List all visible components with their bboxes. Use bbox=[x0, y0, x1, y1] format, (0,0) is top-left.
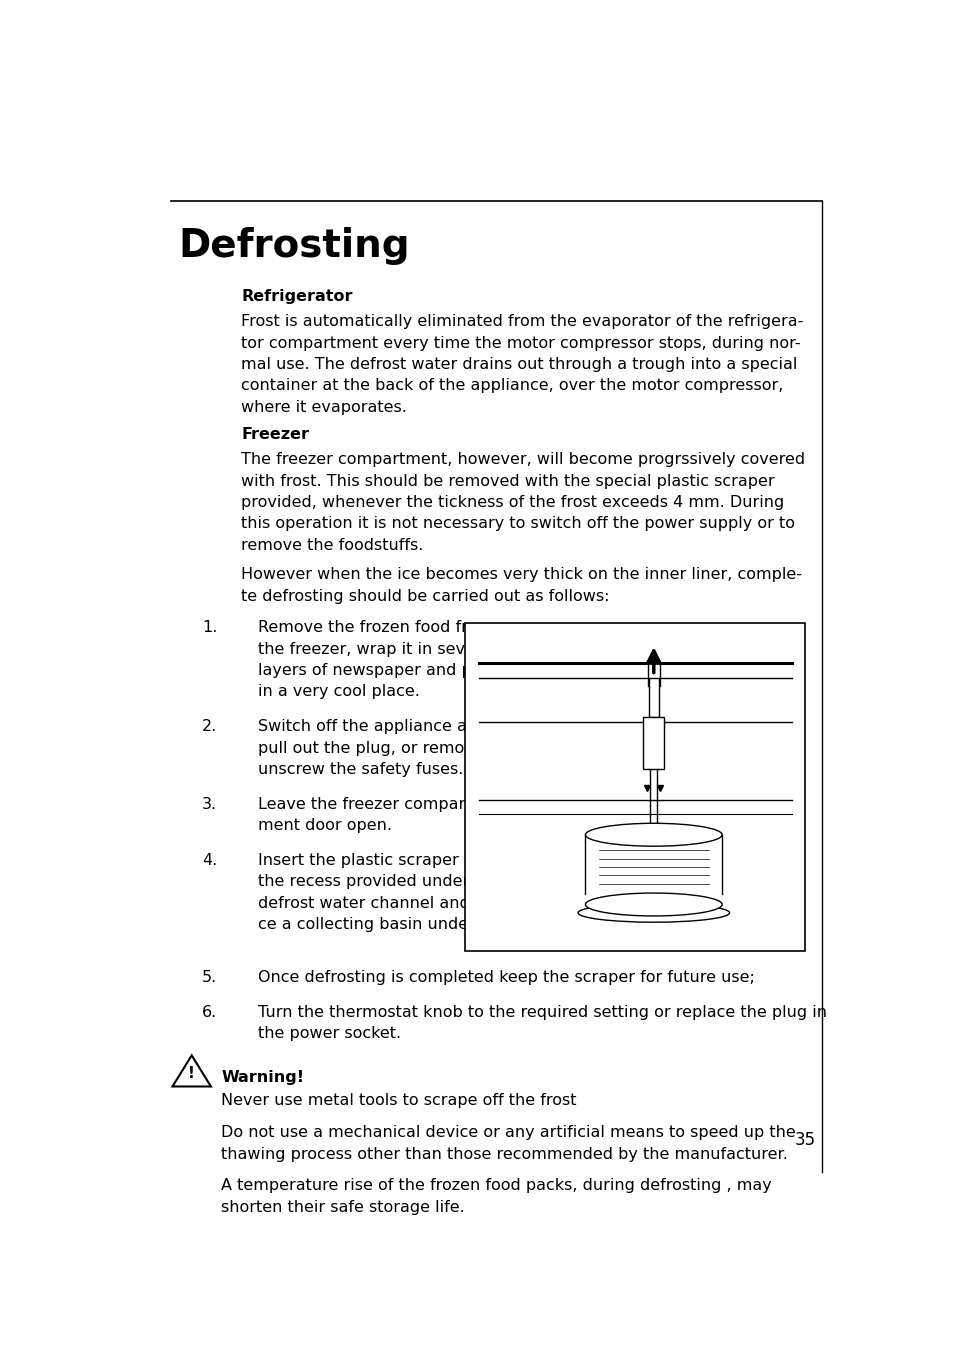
Text: 1.: 1. bbox=[202, 621, 217, 635]
Bar bbox=[642, 717, 663, 769]
Text: remove the foodstuffs.: remove the foodstuffs. bbox=[241, 538, 423, 553]
Text: ment door open.: ment door open. bbox=[258, 818, 392, 833]
Text: ce a collecting basin under it.: ce a collecting basin under it. bbox=[258, 917, 496, 932]
Bar bbox=[465, 623, 804, 952]
Text: te defrosting should be carried out as follows:: te defrosting should be carried out as f… bbox=[241, 588, 609, 603]
Text: defrost water channel and pla-: defrost water channel and pla- bbox=[258, 895, 505, 911]
Text: 3.: 3. bbox=[202, 796, 217, 811]
Bar bbox=[648, 677, 658, 717]
Text: the power socket.: the power socket. bbox=[258, 1026, 401, 1041]
Text: pull out the plug, or remove or: pull out the plug, or remove or bbox=[258, 741, 505, 756]
Text: the recess provided under the: the recess provided under the bbox=[258, 875, 500, 890]
Text: shorten their safe storage life.: shorten their safe storage life. bbox=[221, 1199, 464, 1214]
Text: unscrew the safety fuses.: unscrew the safety fuses. bbox=[258, 763, 463, 777]
Text: where it evaporates.: where it evaporates. bbox=[241, 400, 407, 415]
Text: Switch off the appliance and: Switch off the appliance and bbox=[258, 719, 487, 734]
Text: !: ! bbox=[188, 1067, 195, 1082]
Text: 6.: 6. bbox=[202, 1005, 217, 1019]
Text: Defrosting: Defrosting bbox=[178, 227, 410, 265]
Text: Remove the frozen food from: Remove the frozen food from bbox=[258, 621, 493, 635]
Text: Refrigerator: Refrigerator bbox=[241, 289, 353, 304]
Bar bbox=[647, 662, 659, 685]
Text: Turn the thermostat knob to the required setting or replace the plug in: Turn the thermostat knob to the required… bbox=[258, 1005, 826, 1019]
Text: mal use. The defrost water drains out through a trough into a special: mal use. The defrost water drains out th… bbox=[241, 357, 797, 372]
Ellipse shape bbox=[578, 903, 729, 922]
Text: provided, whenever the tickness of the frost exceeds 4 mm. During: provided, whenever the tickness of the f… bbox=[241, 495, 783, 510]
Text: Insert the plastic scraper into: Insert the plastic scraper into bbox=[258, 853, 495, 868]
Text: Leave the freezer compart-: Leave the freezer compart- bbox=[258, 796, 477, 811]
Text: Freezer: Freezer bbox=[241, 427, 309, 442]
Text: Frost is automatically eliminated from the evaporator of the refrigera-: Frost is automatically eliminated from t… bbox=[241, 314, 802, 330]
Text: A temperature rise of the frozen food packs, during defrosting , may: A temperature rise of the frozen food pa… bbox=[221, 1179, 771, 1194]
Text: The freezer compartment, however, will become progrssively covered: The freezer compartment, however, will b… bbox=[241, 452, 804, 468]
Text: 5.: 5. bbox=[202, 971, 217, 986]
Text: this operation it is not necessary to switch off the power supply or to: this operation it is not necessary to sw… bbox=[241, 516, 795, 531]
Text: tor compartment every time the motor compressor stops, during nor-: tor compartment every time the motor com… bbox=[241, 335, 800, 350]
Text: Do not use a mechanical device or any artificial means to speed up the: Do not use a mechanical device or any ar… bbox=[221, 1125, 795, 1140]
Text: thawing process other than those recommended by the manufacturer.: thawing process other than those recomme… bbox=[221, 1146, 787, 1161]
Text: However when the ice becomes very thick on the inner liner, comple-: However when the ice becomes very thick … bbox=[241, 568, 801, 583]
Text: in a very cool place.: in a very cool place. bbox=[258, 684, 419, 699]
Polygon shape bbox=[172, 1056, 211, 1087]
Text: 2.: 2. bbox=[202, 719, 217, 734]
Text: 35: 35 bbox=[794, 1132, 815, 1149]
Text: container at the back of the appliance, over the motor compressor,: container at the back of the appliance, … bbox=[241, 379, 782, 393]
Text: layers of newspaper and put it: layers of newspaper and put it bbox=[258, 662, 504, 677]
Text: Once defrosting is completed keep the scraper for future use;: Once defrosting is completed keep the sc… bbox=[258, 971, 755, 986]
Ellipse shape bbox=[585, 894, 721, 915]
Text: Never use metal tools to scrape off the frost: Never use metal tools to scrape off the … bbox=[221, 1094, 577, 1109]
Ellipse shape bbox=[585, 823, 721, 846]
Text: Warning!: Warning! bbox=[221, 1069, 304, 1084]
Text: the freezer, wrap it in several: the freezer, wrap it in several bbox=[258, 642, 496, 657]
Text: 4.: 4. bbox=[202, 853, 217, 868]
Text: with frost. This should be removed with the special plastic scraper: with frost. This should be removed with … bbox=[241, 473, 774, 488]
